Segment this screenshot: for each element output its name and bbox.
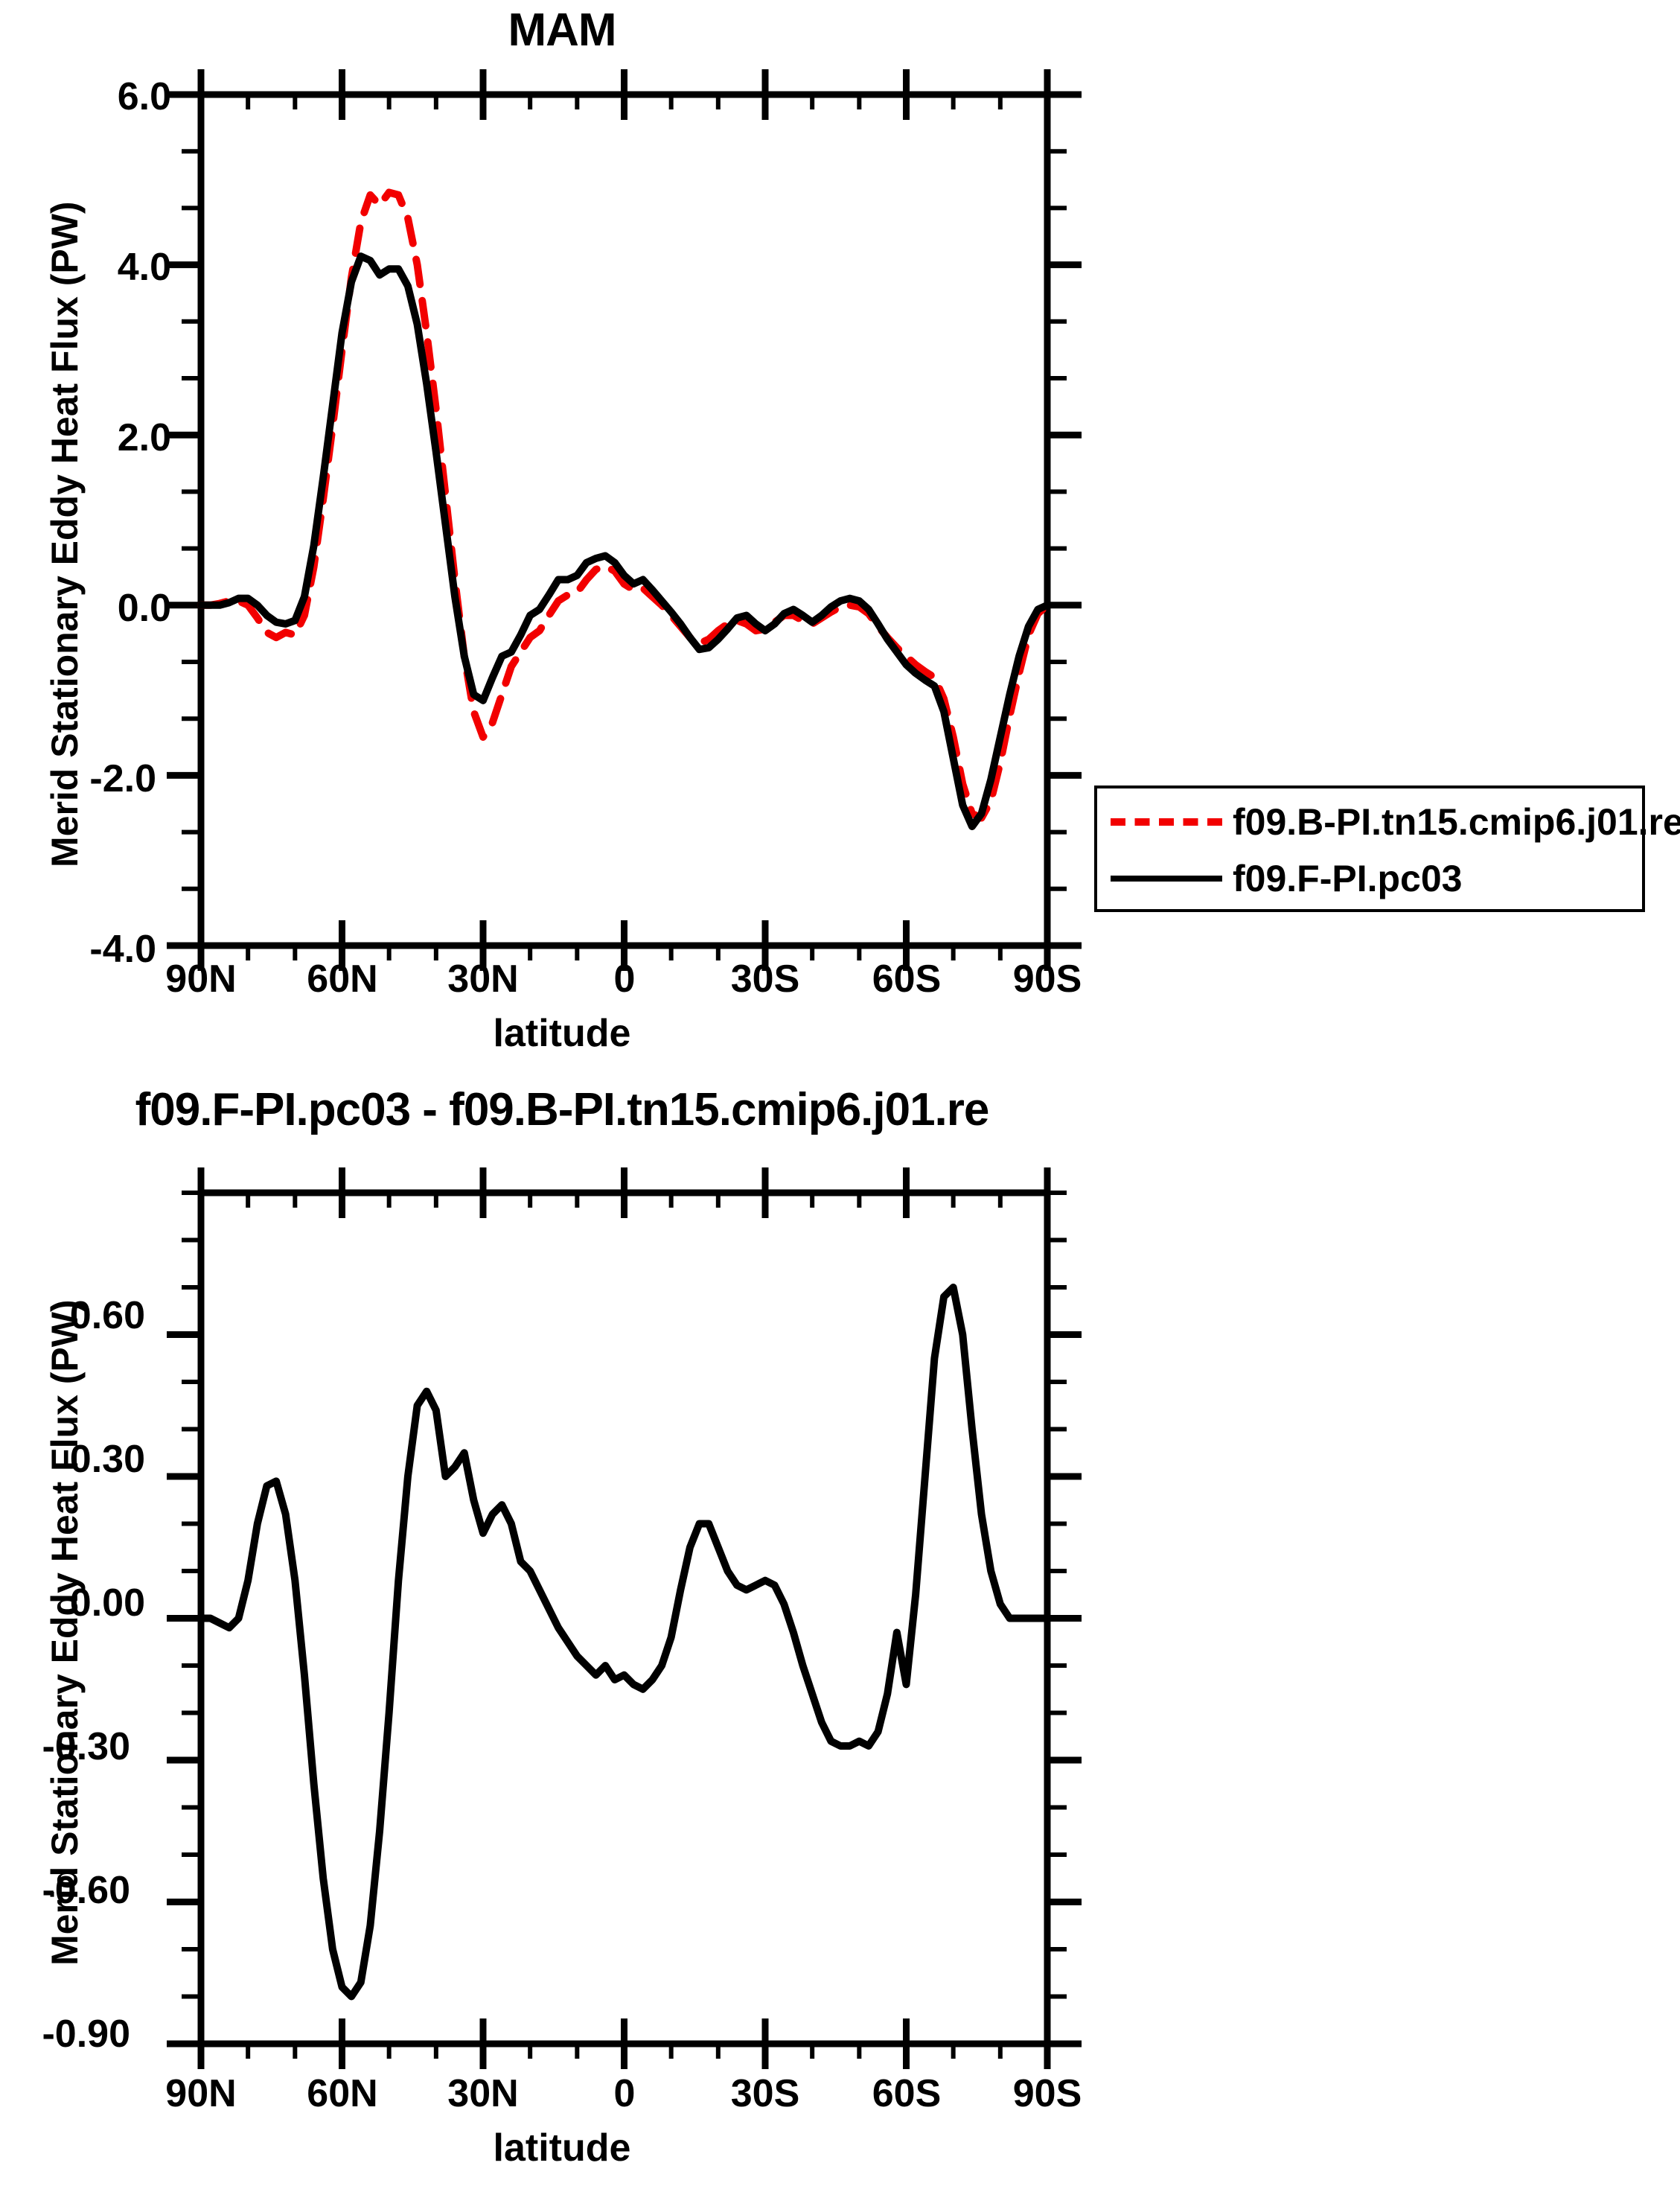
top-ytick-label-4: -2.0 bbox=[89, 757, 156, 800]
bottom-ytick-label-2: 0.00 bbox=[69, 1581, 145, 1625]
bottom-xtick-label-5: 60S bbox=[872, 2072, 942, 2115]
bottom-ytick-label-3: -0.30 bbox=[42, 1725, 130, 1768]
top-panel-xlabel: latitude bbox=[493, 1012, 631, 1055]
top-ytick-label-1: 4.0 bbox=[117, 246, 171, 289]
bottom-xtick-label-3: 0 bbox=[613, 2072, 636, 2115]
bottom-ytick-label-4: -0.60 bbox=[42, 1869, 130, 1912]
top-ytick-label-0: 6.0 bbox=[117, 75, 171, 118]
top-panel-title: MAM bbox=[508, 4, 616, 56]
top-series-1 bbox=[197, 252, 1051, 830]
legend-entry-0[interactable]: f09.B-PI.tn15.cmip6.j01.re bbox=[1097, 796, 1680, 848]
legend-label-0: f09.B-PI.tn15.cmip6.j01.re bbox=[1233, 801, 1680, 843]
legend: f09.B-PI.tn15.cmip6.j01.re f09.F-PI.pc03 bbox=[1094, 786, 1680, 912]
bottom-ytick-label-1: 0.30 bbox=[69, 1438, 145, 1481]
bottom-series-0 bbox=[197, 1284, 1051, 2001]
top-ytick-label-5: -4.0 bbox=[89, 928, 156, 971]
top-ytick-label-3: 0.0 bbox=[117, 587, 171, 630]
legend-label-1: f09.F-PI.pc03 bbox=[1233, 858, 1463, 899]
bottom-panel-title: f09.F-PI.pc03 - f09.B-PI.tn15.cmip6.j01.… bbox=[135, 1084, 990, 1135]
bottom-xtick-label-4: 30S bbox=[730, 2072, 800, 2115]
bottom-xtick-label-2: 30N bbox=[447, 2072, 519, 2115]
bottom-xtick-label-6: 90S bbox=[1012, 2072, 1082, 2115]
bottom-panel-xlabel: latitude bbox=[493, 2126, 631, 2170]
bottom-xtick-label-0: 90N bbox=[165, 2072, 237, 2115]
bottom-ytick-label-5: -0.90 bbox=[42, 2013, 130, 2056]
legend-entry-1[interactable]: f09.F-PI.pc03 bbox=[1097, 853, 1642, 905]
bottom-xtick-label-1: 60N bbox=[307, 2072, 378, 2115]
legend-swatch-dashed bbox=[1111, 818, 1222, 826]
bottom-ytick-label-0: 0.60 bbox=[69, 1294, 145, 1337]
top-ytick-label-2: 2.0 bbox=[117, 416, 171, 459]
legend-swatch-solid bbox=[1111, 876, 1222, 882]
